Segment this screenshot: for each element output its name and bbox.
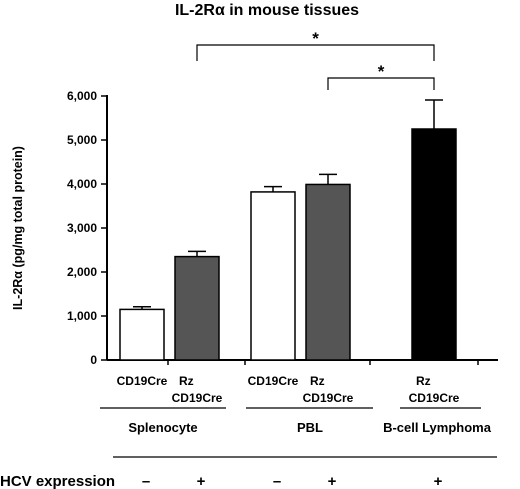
y-tick-label: 0 [90,353,97,367]
y-tick-label: 6,000 [67,89,97,103]
y-tick-label: 3,000 [67,221,97,235]
hcv-expression-sign: – [142,473,150,489]
bar [119,308,165,361]
bar-category-label: CD19Cre [248,374,299,388]
significance-star: * [312,29,319,48]
row-label-hcv-expression: HCV expression [0,473,115,489]
y-tick-label: 4,000 [67,177,97,191]
group-label: B-cell Lymphoma [383,420,492,435]
hcv-expression-sign: + [197,473,206,489]
y-tick-label: 5,000 [67,133,97,147]
significance-bracket [327,77,435,90]
significance-star: * [378,62,385,81]
bar-category-label: Rz CD19Cre [172,374,223,405]
bar [250,191,296,361]
hcv-expression-sign: + [328,473,337,489]
bar-category-label: Rz CD19Cre [409,374,460,405]
y-tick-label: 2,000 [67,265,97,279]
chart-title: IL-2Rα in mouse tissues [175,2,359,19]
group-label: Splenocyte [128,420,197,435]
hcv-expression-sign: + [434,473,443,489]
hcv-expression-sign: – [273,473,281,489]
y-tick-label: 1,000 [67,309,97,323]
bar-category-label: Rz CD19Cre [303,374,354,405]
bar [305,183,351,361]
bar-category-label: CD19Cre [117,374,168,388]
significance-bracket [196,44,435,61]
y-axis-label: IL-2Rα (pg/mg total protein) [11,146,25,310]
bar [174,255,220,361]
group-label: PBL [297,420,323,435]
bar [411,128,457,361]
